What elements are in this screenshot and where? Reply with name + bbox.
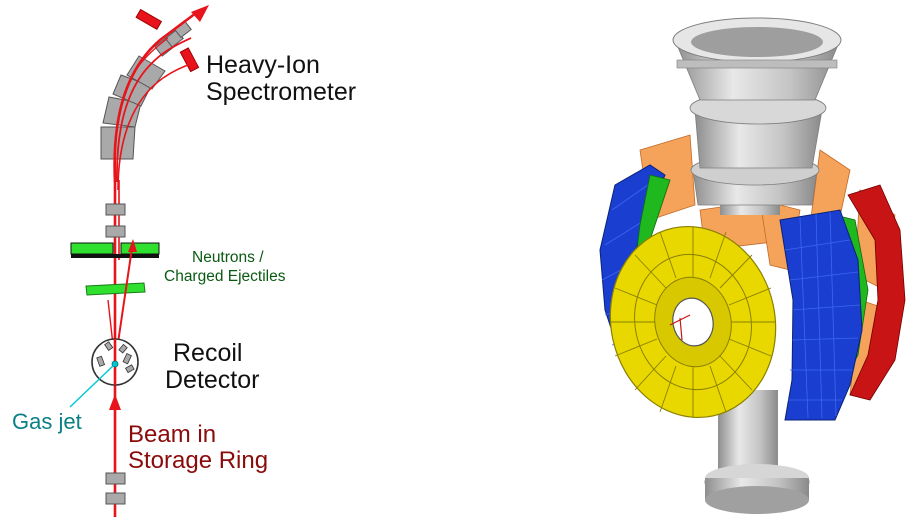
neutron-detector-right <box>120 242 160 255</box>
neutron-detector-shadow <box>71 254 159 258</box>
neutron-detector-icon <box>70 242 160 296</box>
beamline-quadrupoles-upper <box>105 203 126 238</box>
neutrons-label: Neutrons / Charged Ejectiles <box>164 248 285 287</box>
quadrupole-block <box>105 203 126 216</box>
beam-arrow-icon <box>109 394 121 410</box>
recoil-trajectory-inner <box>114 37 169 183</box>
recoil-trajectory-alt <box>117 61 197 191</box>
funnel-flange <box>676 59 838 69</box>
support-flange-bottom <box>705 486 809 514</box>
beam-arrow-icon <box>191 5 209 22</box>
recoil-sensor <box>122 352 132 365</box>
blue-grid <box>784 211 861 419</box>
magnet-block <box>126 55 166 90</box>
recoil-label-line1: Recoil <box>173 339 243 367</box>
spectrometer-label-line2: Spectrometer <box>206 78 357 106</box>
beam-label-line2: Storage Ring <box>128 446 269 474</box>
ejectile-arrow-icon <box>128 239 137 252</box>
recoil-detector-label: Recoil Detector <box>165 340 259 394</box>
yellow-disk-spokes <box>611 226 775 418</box>
yellow-disk-ring <box>634 253 752 391</box>
target-marker <box>669 314 691 341</box>
spectrometer-quadrupoles <box>154 20 192 57</box>
recoil-sensor <box>96 355 106 367</box>
charged-ejectile-detector <box>85 282 146 296</box>
quadrupole-block <box>105 472 126 485</box>
gas-jet-icon <box>69 364 115 408</box>
gas-jet-label: Gas jet <box>12 409 82 434</box>
recoil-sensor <box>104 341 114 351</box>
red-segment <box>847 184 906 401</box>
spectrometer-label: Heavy-Ion Spectrometer <box>206 52 356 106</box>
beam-label: Beam in Storage Ring <box>128 422 268 474</box>
recoil-sensor <box>124 364 135 374</box>
yellow-disk-detector <box>609 225 777 419</box>
neutron-detector-left <box>70 242 114 255</box>
recoil-sensor <box>118 343 128 354</box>
spectrometer-label-line1: Heavy-Ion <box>206 51 320 79</box>
blue-grid <box>601 179 656 346</box>
detector-3d-render <box>599 17 906 514</box>
blue-shell-right <box>779 209 863 421</box>
focal-plane-detectors <box>135 8 200 73</box>
focal-detector-bar <box>135 8 163 31</box>
spectrometer-funnel <box>672 17 842 215</box>
red-shell <box>847 184 906 401</box>
recoil-label-line2: Detector <box>165 366 260 394</box>
neutrons-label-line1: Neutrons / <box>192 249 264 266</box>
spectrometer-magnet <box>100 55 166 160</box>
beamline-quadrupoles-lower <box>105 472 126 505</box>
yellow-disk-hole <box>672 297 714 347</box>
quadrupole-block <box>105 225 126 238</box>
funnel-top-inner <box>691 27 823 57</box>
beamline-schematic <box>69 5 209 517</box>
focal-detector-bar <box>179 47 200 73</box>
recoil-detector-icon <box>91 338 139 386</box>
neutrons-label-line2: Charged Ejectiles <box>164 268 286 286</box>
beam-label-line1: Beam in <box>128 421 217 448</box>
recoil-trajectory <box>116 37 192 183</box>
quadrupole-block <box>105 492 126 505</box>
